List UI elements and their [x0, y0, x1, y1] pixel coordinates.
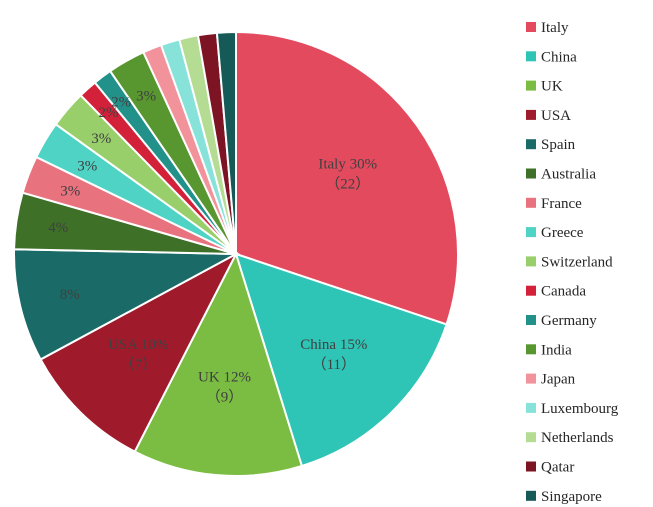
data-label-australia: 4% — [48, 220, 68, 236]
legend-item-spain: Spain — [526, 137, 576, 153]
data-label-canada: 2% — [99, 105, 119, 121]
legend-swatch — [526, 315, 536, 325]
legend-item-greece: Greece — [526, 225, 584, 241]
legend-swatch — [526, 402, 536, 413]
legend-label: Singapore — [541, 489, 602, 505]
legend-label: India — [541, 342, 572, 358]
data-label-switzerland: 3% — [91, 131, 111, 147]
legend-label: Greece — [541, 225, 584, 241]
legend-label: Luxembourg — [541, 401, 619, 417]
legend-item-uk: UK — [526, 79, 563, 95]
legend: Italy China UK USA Spain Australia France Greec… — [526, 20, 619, 505]
pie-slices — [13, 30, 459, 477]
legend-item-india: India — [526, 342, 572, 358]
legend-swatch — [526, 139, 536, 150]
legend-swatch — [526, 373, 536, 384]
legend-swatch — [526, 51, 536, 62]
data-label-uk: UK 12%（9） — [198, 370, 251, 406]
legend-label: UK — [541, 79, 563, 95]
data-label-china: China 15%（11） — [300, 337, 367, 373]
data-label-greece: 3% — [77, 158, 97, 174]
data-label-usa: USA 10%（7） — [108, 337, 168, 373]
legend-item-singapore: Singapore — [526, 489, 602, 505]
legend-swatch — [526, 80, 536, 91]
legend-item-qatar: Qatar — [526, 460, 574, 476]
data-label-france: 3% — [60, 184, 80, 200]
pie-slice-spain — [13, 248, 240, 361]
pie-slice-singapore — [215, 30, 237, 255]
legend-item-france: France — [526, 196, 582, 212]
legend-item-italy: Italy — [526, 20, 569, 36]
legend-item-switzerland: Switzerland — [526, 254, 613, 270]
legend-swatch — [526, 227, 536, 238]
legend-item-australia: Australia — [526, 167, 596, 183]
legend-label: Switzerland — [541, 254, 613, 270]
legend-label: Qatar — [541, 460, 574, 476]
pie-slice-uk — [133, 251, 304, 477]
legend-swatch — [526, 22, 536, 32]
legend-swatch — [526, 344, 536, 355]
legend-swatch — [526, 109, 536, 120]
data-label-india: 3% — [136, 89, 156, 105]
legend-label: Netherlands — [541, 430, 614, 446]
legend-label: Germany — [541, 313, 597, 329]
legend-swatch — [526, 432, 536, 443]
pie-labels: Italy 30%（22） China 15%（11） UK 12%（9） USA 1… — [48, 89, 377, 406]
legend-swatch — [526, 197, 536, 208]
legend-label: Italy — [541, 20, 569, 36]
legend-swatch — [526, 461, 536, 472]
legend-swatch — [526, 490, 536, 501]
legend-item-china: China — [526, 49, 577, 65]
legend-label: Japan — [541, 372, 576, 388]
legend-swatch — [526, 285, 536, 296]
legend-swatch — [526, 256, 536, 267]
legend-label: Canada — [541, 284, 586, 300]
legend-label: Spain — [541, 137, 576, 153]
pie-slice-italy — [235, 30, 459, 326]
legend-label: Australia — [541, 167, 596, 183]
data-label-spain: 8% — [60, 287, 80, 303]
pie-slice-china — [234, 252, 448, 468]
data-label-italy: Italy 30%（22） — [318, 157, 377, 193]
pie-slice-usa — [39, 251, 239, 453]
legend-item-luxembourg: Luxembourg — [526, 401, 619, 417]
legend-label: USA — [541, 108, 571, 124]
legend-item-germany: Germany — [526, 313, 597, 329]
legend-label: France — [541, 196, 582, 212]
legend-item-canada: Canada — [526, 284, 586, 300]
legend-item-netherlands: Netherlands — [526, 430, 614, 446]
legend-item-usa: USA — [526, 108, 571, 124]
legend-label: China — [541, 49, 577, 65]
data-label-germany: 2% — [111, 95, 131, 111]
legend-item-japan: Japan — [526, 372, 576, 388]
legend-swatch — [526, 168, 536, 179]
